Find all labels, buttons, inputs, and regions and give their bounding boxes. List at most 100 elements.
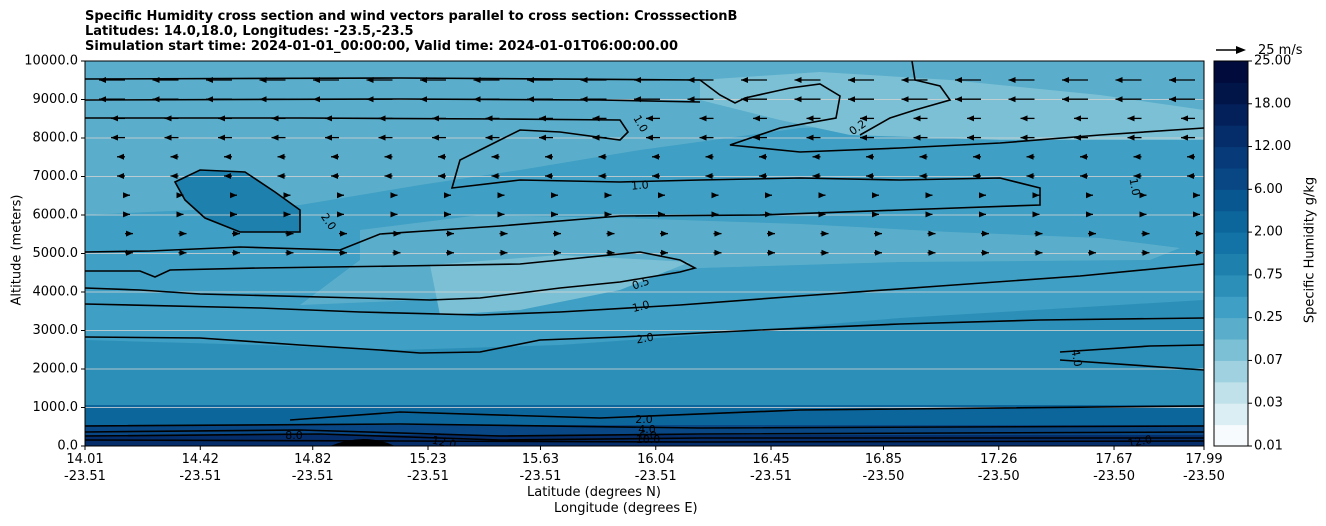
wind-arrowhead <box>554 249 561 256</box>
wind-arrowhead <box>152 77 160 83</box>
wind-arrowhead <box>176 192 184 199</box>
colorbar-segment <box>1214 82 1248 105</box>
wind-arrowhead <box>224 153 231 160</box>
wind-arrowhead <box>580 96 588 103</box>
wind-arrowhead <box>325 115 332 122</box>
wind-arrowhead <box>866 173 873 179</box>
wind-arrowhead <box>901 96 909 103</box>
colorbar-segment <box>1214 125 1248 148</box>
colorbar-segment <box>1214 274 1248 297</box>
wind-arrowhead <box>1080 173 1087 179</box>
contour-label: 8.0 <box>285 429 303 442</box>
wind-arrowhead <box>919 153 927 160</box>
x-tick-label-lat: 15.63 <box>522 452 559 467</box>
wind-arrowhead <box>378 115 386 122</box>
x-tick-label-lon: -23.51 <box>520 469 562 484</box>
wind-arrowhead <box>661 230 668 237</box>
wind-arrowhead <box>527 96 534 103</box>
title-line-3: Simulation start time: 2024-01-01_00:00:… <box>85 39 678 54</box>
wind-arrowhead <box>179 230 187 237</box>
wind-arrowhead <box>705 173 713 179</box>
wind-arrowhead <box>1193 192 1200 199</box>
x-tick-label-lat: 14.01 <box>66 452 103 467</box>
colorbar-segment <box>1214 424 1248 447</box>
wind-arrowhead <box>1026 173 1034 179</box>
wind-arrowhead <box>821 249 829 256</box>
wind-arrowhead <box>848 77 855 83</box>
y-tick-label: 0.0 <box>57 439 78 454</box>
colorbar-label: Specific Humidity g/kg <box>1302 176 1318 324</box>
wind-arrowhead <box>604 211 612 218</box>
wind-arrowhead <box>1035 249 1043 256</box>
wind-arrowhead <box>230 192 237 199</box>
colorbar-segment <box>1214 381 1248 404</box>
colorbar-segment <box>1214 253 1248 276</box>
wind-arrowhead <box>812 173 820 179</box>
contour-label: 2.0 <box>635 413 653 426</box>
wind-arrowhead <box>973 173 980 179</box>
wind-arrowhead <box>117 173 124 179</box>
wind-arrowhead <box>491 173 499 179</box>
wind-arrowhead <box>447 230 454 237</box>
wind-arrowhead <box>170 173 178 179</box>
wind-arrowhead <box>598 173 606 179</box>
x-axis-label-longitude: Longitude (degrees E) <box>554 501 698 516</box>
wind-arrowhead <box>152 96 160 103</box>
wind-arrowhead <box>218 115 225 122</box>
wind-arrowhead <box>170 153 178 160</box>
wind-arrowhead <box>1169 96 1176 103</box>
wind-arrowhead <box>286 230 294 237</box>
contour-line <box>85 77 1204 153</box>
wind-arrowhead <box>1127 134 1135 141</box>
wind-arrowhead <box>580 77 588 83</box>
contour-line <box>85 98 701 103</box>
wind-arrowhead <box>447 249 454 256</box>
quiver-reference-label: 25 m/s <box>1258 43 1303 58</box>
x-tick-label-lon: -23.51 <box>407 469 449 484</box>
wind-arrowhead <box>818 192 826 199</box>
contour-line <box>85 263 1204 316</box>
x-tick-label-lon: -23.51 <box>179 469 221 484</box>
wind-arrowhead <box>765 211 772 218</box>
wind-arrowhead <box>432 134 439 141</box>
wind-arrowhead <box>913 115 921 122</box>
wind-arrowhead <box>812 153 820 160</box>
wind-arrowhead <box>925 192 933 199</box>
wind-arrowhead <box>126 230 133 237</box>
wind-arrowhead <box>1115 96 1123 103</box>
contour-line <box>85 117 1041 253</box>
wind-arrowhead <box>1074 115 1081 122</box>
wind-arrowhead <box>259 96 267 103</box>
colorbar-tick-label: 0.07 <box>1254 353 1283 368</box>
y-tick-label: 6000.0 <box>33 208 79 223</box>
wind-arrowhead <box>973 153 980 160</box>
contour-label: 12.0 <box>431 434 458 452</box>
plot-area: 1.0 0.21.02.01.00.51.02.04.02.04.08.0 12.0… <box>85 61 1204 452</box>
wind-arrowhead <box>340 230 347 237</box>
wind-arrowhead <box>179 249 187 256</box>
x-tick-label-lat: 16.04 <box>637 452 674 467</box>
wind-arrowhead <box>714 230 722 237</box>
wind-arrowhead <box>1035 230 1043 237</box>
wind-arrowhead <box>313 77 320 83</box>
x-tick-label-lat: 16.85 <box>865 452 902 467</box>
wind-arrowhead <box>741 96 748 103</box>
colorbar-tick-label: 2.00 <box>1254 225 1283 240</box>
wind-arrowhead <box>967 134 974 141</box>
colorbar-tick-label: 6.00 <box>1254 182 1283 197</box>
x-tick-label-lat: 17.99 <box>1185 452 1222 467</box>
wind-arrowhead <box>1008 96 1016 103</box>
wind-arrowhead <box>928 249 936 256</box>
wind-arrowhead <box>955 77 962 83</box>
wind-arrowhead <box>1089 230 1096 237</box>
wind-arrowhead <box>1062 77 1069 83</box>
wind-arrowhead <box>384 173 392 179</box>
y-axis-label: Altitude (meters) <box>9 194 25 306</box>
wind-arrowhead <box>687 96 695 103</box>
wind-arrowhead <box>652 173 659 179</box>
wind-arrowhead <box>438 173 445 179</box>
wind-arrowhead <box>393 230 401 237</box>
wind-arrowhead <box>473 96 481 103</box>
chart-title: Specific Humidity cross section and wind… <box>85 9 737 54</box>
contour-line <box>85 317 1204 354</box>
